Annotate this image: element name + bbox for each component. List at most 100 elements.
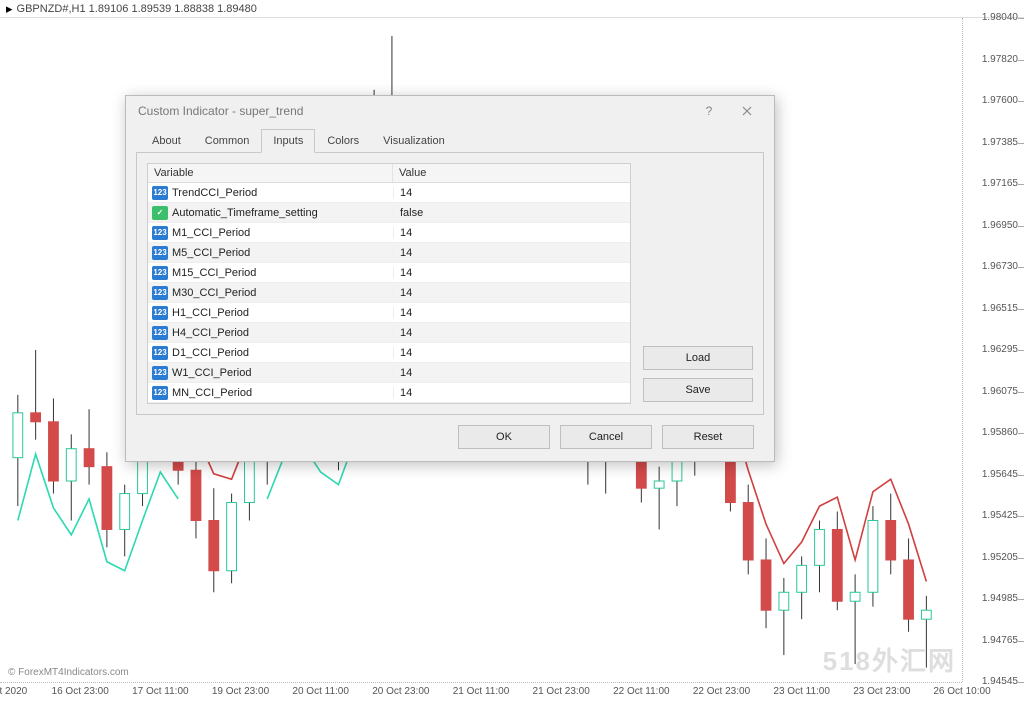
- price-label: 1.95425: [982, 510, 1018, 521]
- price-label: 1.97165: [982, 178, 1018, 189]
- number-icon: 123: [152, 306, 168, 320]
- tab-common[interactable]: Common: [193, 129, 262, 153]
- copyright-text: © ForexMT4Indicators.com: [8, 667, 129, 678]
- time-label: 22 Oct 23:00: [693, 686, 750, 697]
- time-label: 21 Oct 11:00: [453, 686, 510, 697]
- variable-value[interactable]: 14: [393, 327, 630, 339]
- variable-name: MN_CCI_Period: [172, 387, 393, 399]
- number-icon: 123: [152, 246, 168, 260]
- grid-row[interactable]: 123 M5_CCI_Period14: [148, 243, 630, 263]
- price-label: 1.95645: [982, 469, 1018, 480]
- grid-row[interactable]: 123 M30_CCI_Period14: [148, 283, 630, 303]
- variable-value[interactable]: 14: [393, 367, 630, 379]
- variable-value[interactable]: 14: [393, 227, 630, 239]
- grid-row[interactable]: 123H4_CCI_Period14: [148, 323, 630, 343]
- variable-value[interactable]: 14: [393, 267, 630, 279]
- variable-name: W1_CCI_Period: [172, 367, 393, 379]
- price-label: 1.98040: [982, 12, 1018, 23]
- variable-value[interactable]: 14: [393, 287, 630, 299]
- grid-row[interactable]: 123 D1_CCI_Period14: [148, 343, 630, 363]
- price-label: 1.94765: [982, 635, 1018, 646]
- time-label: 20 Oct 11:00: [292, 686, 349, 697]
- variable-name: D1_CCI_Period: [172, 347, 393, 359]
- variable-value[interactable]: false: [393, 207, 630, 219]
- price-label: 1.97600: [982, 95, 1018, 106]
- grid-row[interactable]: 123MN_CCI_Period14: [148, 383, 630, 403]
- price-label: 1.97385: [982, 137, 1018, 148]
- number-icon: 123: [152, 226, 168, 240]
- time-label: 21 Oct 23:00: [533, 686, 590, 697]
- dialog-titlebar[interactable]: Custom Indicator - super_trend ?: [126, 96, 774, 126]
- time-label: 23 Oct 23:00: [853, 686, 910, 697]
- price-label: 1.96950: [982, 220, 1018, 231]
- variable-name: M30_CCI_Period: [172, 287, 393, 299]
- close-button[interactable]: [728, 100, 766, 122]
- price-label: 1.96295: [982, 344, 1018, 355]
- indicator-properties-dialog: Custom Indicator - super_trend ? About C…: [125, 95, 775, 462]
- grid-header: Variable Value: [148, 164, 630, 183]
- time-label: 16 Oct 23:00: [52, 686, 109, 697]
- dialog-title: Custom Indicator - super_trend: [138, 104, 690, 118]
- variable-name: H4_CCI_Period: [172, 327, 393, 339]
- column-header-value[interactable]: Value: [393, 164, 630, 182]
- variable-name: M5_CCI_Period: [172, 247, 393, 259]
- number-icon: 123: [152, 186, 168, 200]
- variable-name: TrendCCI_Period: [172, 187, 393, 199]
- price-label: 1.96515: [982, 303, 1018, 314]
- time-label: 26 Oct 10:00: [933, 686, 990, 697]
- variable-value[interactable]: 14: [393, 387, 630, 399]
- number-icon: 123: [152, 266, 168, 280]
- tab-colors[interactable]: Colors: [315, 129, 371, 153]
- grid-body: 123TrendCCI_Period14✓Automatic_Timeframe…: [148, 183, 630, 403]
- price-axis: 1.980401.978201.976001.973851.971651.969…: [962, 18, 1024, 682]
- close-icon: [742, 106, 752, 116]
- price-label: 1.96730: [982, 261, 1018, 272]
- grid-row[interactable]: 123 W1_CCI_Period14: [148, 363, 630, 383]
- grid-row[interactable]: 123M1_CCI_Period14: [148, 223, 630, 243]
- column-header-variable[interactable]: Variable: [148, 164, 393, 182]
- variable-value[interactable]: 14: [393, 307, 630, 319]
- load-button[interactable]: Load: [643, 346, 753, 370]
- boolean-icon: ✓: [152, 206, 168, 220]
- tab-visualization[interactable]: Visualization: [371, 129, 457, 153]
- chart-symbol-header: ▸ GBPNZD#,H1 1.89106 1.89539 1.88838 1.8…: [0, 0, 1024, 18]
- price-label: 1.97820: [982, 54, 1018, 65]
- help-button[interactable]: ?: [690, 100, 728, 122]
- time-label: 17 Oct 11:00: [132, 686, 189, 697]
- time-label: 23 Oct 11:00: [773, 686, 830, 697]
- grid-row[interactable]: ✓Automatic_Timeframe_settingfalse: [148, 203, 630, 223]
- side-buttons: Load Save: [643, 163, 753, 404]
- time-label: 19 Oct 23:00: [212, 686, 269, 697]
- price-label: 1.95860: [982, 427, 1018, 438]
- tab-about[interactable]: About: [140, 129, 193, 153]
- variable-value[interactable]: 14: [393, 347, 630, 359]
- variable-value[interactable]: 14: [393, 187, 630, 199]
- ok-button[interactable]: OK: [458, 425, 550, 449]
- number-icon: 123: [152, 346, 168, 360]
- price-label: 1.94985: [982, 593, 1018, 604]
- tab-inputs[interactable]: Inputs: [261, 129, 315, 153]
- time-label: 16 Oct 2020: [0, 686, 27, 697]
- inputs-grid[interactable]: Variable Value 123TrendCCI_Period14✓Auto…: [147, 163, 631, 404]
- time-label: 20 Oct 23:00: [372, 686, 429, 697]
- cancel-button[interactable]: Cancel: [560, 425, 652, 449]
- reset-button[interactable]: Reset: [662, 425, 754, 449]
- price-label: 1.96075: [982, 386, 1018, 397]
- number-icon: 123: [152, 366, 168, 380]
- chart-header-text: GBPNZD#,H1 1.89106 1.89539 1.88838 1.894…: [17, 3, 257, 15]
- variable-value[interactable]: 14: [393, 247, 630, 259]
- price-label: 1.95205: [982, 552, 1018, 563]
- variable-name: M15_CCI_Period: [172, 267, 393, 279]
- number-icon: 123: [152, 286, 168, 300]
- bullet-icon: ▸: [6, 2, 13, 15]
- dialog-tabs: About Common Inputs Colors Visualization: [136, 128, 764, 153]
- grid-row[interactable]: 123 H1_CCI_Period14: [148, 303, 630, 323]
- time-axis: 16 Oct 2020 16 Oct 23:00 17 Oct 11:00 19 Oc…: [0, 682, 962, 704]
- inputs-panel: Variable Value 123TrendCCI_Period14✓Auto…: [136, 153, 764, 415]
- grid-row[interactable]: 123 M15_CCI_Period14: [148, 263, 630, 283]
- save-button[interactable]: Save: [643, 378, 753, 402]
- dialog-footer: OK Cancel Reset: [136, 415, 764, 449]
- dialog-body: About Common Inputs Colors Visualization…: [126, 126, 774, 461]
- grid-row[interactable]: 123 TrendCCI_Period14: [148, 183, 630, 203]
- variable-name: H1_CCI_Period: [172, 307, 393, 319]
